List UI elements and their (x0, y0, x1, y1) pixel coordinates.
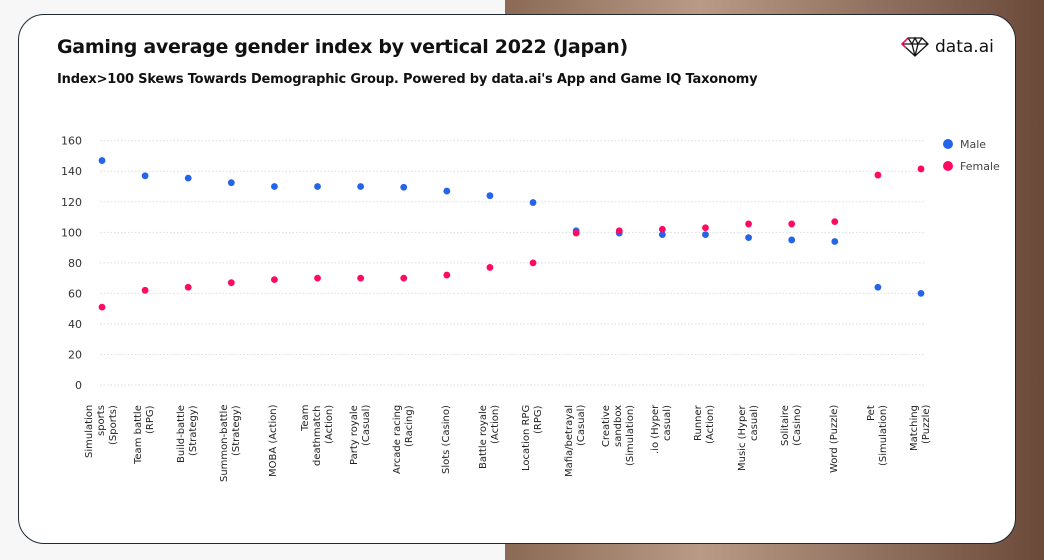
point-male[interactable] (98, 157, 106, 164)
point-male[interactable] (271, 183, 278, 190)
point-male[interactable] (314, 183, 321, 190)
point-male[interactable] (141, 172, 149, 180)
point-female[interactable] (400, 274, 408, 282)
point-male[interactable] (486, 192, 494, 200)
point-female[interactable] (486, 264, 494, 271)
y-tick-label: 60 (68, 287, 82, 300)
point-female[interactable] (357, 274, 365, 282)
legend-label-female: Female (960, 159, 1000, 173)
legend-label-male: Male (960, 137, 987, 151)
point-male[interactable] (874, 283, 882, 291)
diamond-icon (901, 36, 929, 57)
x-tick-label: Matching (Puzzle) (909, 405, 932, 451)
legend-dot-female (943, 161, 953, 171)
logo-text: data.ai (935, 37, 994, 57)
x-tick-label: Solitaire (Casino) (779, 405, 803, 447)
data-ai-logo: data.ai (900, 36, 994, 58)
x-tick-label: Battle royale (Action) (477, 405, 501, 469)
x-tick-label: .io (Hyper casual) (650, 405, 674, 455)
chart-subtitle: Index>100 Skews Towards Demographic Grou… (57, 72, 758, 87)
y-tick-label: 100 (61, 226, 82, 239)
chart-card (18, 14, 1016, 544)
point-female[interactable] (443, 271, 451, 279)
legend-item-male[interactable]: Male (943, 133, 1000, 155)
point-male[interactable] (831, 238, 839, 245)
point-male[interactable] (788, 236, 796, 244)
legend-item-female[interactable]: Female (943, 155, 1000, 177)
point-female[interactable] (227, 279, 235, 287)
x-tick-label: Music (Hyper casual) (736, 405, 760, 471)
point-female[interactable] (572, 229, 580, 237)
point-female[interactable] (788, 220, 796, 228)
x-tick-label: MOBA (Action) (268, 405, 280, 478)
point-female[interactable] (615, 227, 623, 235)
point-male[interactable] (227, 179, 235, 187)
point-male[interactable] (529, 199, 537, 206)
point-male[interactable] (658, 231, 666, 239)
x-tick-label: Simulation sports (Sports) (84, 405, 119, 459)
x-tick-label: Team deathmatch (Action) (299, 405, 335, 466)
x-tick-label: Runner (Action) (693, 405, 717, 445)
point-male[interactable] (400, 183, 408, 191)
point-female[interactable] (745, 220, 752, 228)
point-female[interactable] (529, 259, 537, 267)
y-tick-label: 160 (61, 135, 82, 148)
legend-dot-male (943, 139, 953, 149)
chart-title: Gaming average gender index by vertical … (57, 36, 628, 58)
point-male[interactable] (702, 231, 709, 239)
point-female[interactable] (658, 225, 666, 233)
point-male[interactable] (443, 187, 451, 195)
x-tick-label: Pet (Simulation) (865, 405, 889, 467)
point-female[interactable] (702, 224, 709, 232)
point-female[interactable] (271, 276, 278, 284)
point-female[interactable] (314, 274, 321, 282)
x-tick-label: Mafia/betrayal (Casual) (564, 405, 588, 478)
x-tick-label: Creative sandbox (Simulation) (601, 405, 637, 467)
x-tick-label: Build-battle (Strategy) (176, 405, 200, 463)
x-tick-label: Location RPG (RPG) (521, 405, 545, 472)
legend: Male Female (943, 133, 1000, 177)
point-male[interactable] (184, 174, 192, 182)
point-female[interactable] (141, 286, 149, 294)
point-female[interactable] (98, 303, 106, 311)
x-tick-label: Arcade racing (Racing) (391, 405, 415, 475)
x-tick-label: Summon-battle (Strategy) (219, 405, 243, 483)
x-tick-label: Party royale (Casual) (348, 405, 372, 465)
point-male[interactable] (745, 234, 752, 242)
y-tick-label: 40 (68, 318, 82, 331)
y-tick-label: 20 (68, 348, 82, 361)
x-tick-label: Word (Puzzle) (828, 405, 840, 474)
point-female[interactable] (917, 165, 925, 173)
point-female[interactable] (184, 283, 192, 291)
y-tick-label: 0 (75, 379, 82, 392)
point-male[interactable] (917, 289, 925, 297)
y-tick-label: 120 (61, 196, 82, 209)
point-female[interactable] (874, 171, 882, 179)
x-tick-label: Slots (Casino) (440, 405, 452, 474)
point-male[interactable] (357, 183, 365, 190)
x-tick-label: Team battle (RPG) (133, 405, 157, 464)
y-tick-label: 140 (61, 165, 82, 178)
y-tick-label: 80 (68, 257, 82, 270)
point-female[interactable] (831, 218, 839, 226)
